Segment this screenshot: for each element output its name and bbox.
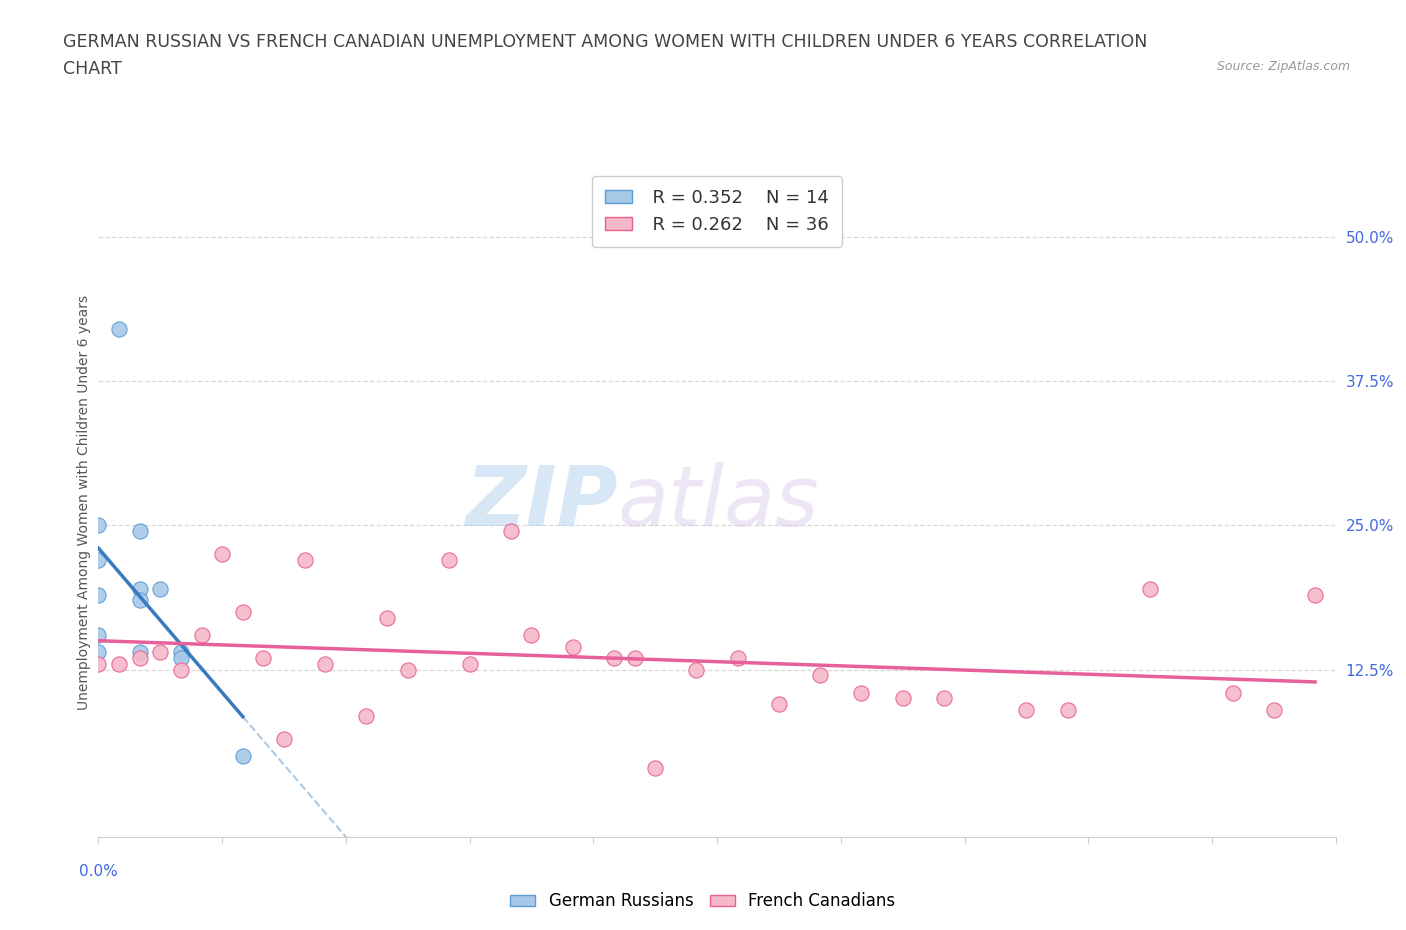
Point xyxy=(623,651,645,666)
Point xyxy=(932,691,955,706)
Point xyxy=(499,524,522,538)
Text: GERMAN RUSSIAN VS FRENCH CANADIAN UNEMPLOYMENT AMONG WOMEN WITH CHILDREN UNDER 6: GERMAN RUSSIAN VS FRENCH CANADIAN UNEMPL… xyxy=(63,33,1147,50)
Point xyxy=(128,581,150,596)
Point xyxy=(808,668,831,683)
Point xyxy=(314,657,336,671)
Point xyxy=(252,651,274,666)
Point xyxy=(396,662,419,677)
Point xyxy=(211,547,233,562)
Point xyxy=(87,628,110,643)
Point xyxy=(87,644,110,659)
Point xyxy=(1015,702,1038,717)
Point xyxy=(727,651,749,666)
Point xyxy=(87,552,110,567)
Point xyxy=(232,604,254,619)
Point xyxy=(1056,702,1078,717)
Text: 0.0%: 0.0% xyxy=(79,864,118,879)
Point xyxy=(87,657,110,671)
Point xyxy=(891,691,914,706)
Text: ZIP: ZIP xyxy=(465,461,619,543)
Point xyxy=(170,662,193,677)
Point xyxy=(108,322,131,337)
Point xyxy=(128,651,150,666)
Legend:   R = 0.352    N = 14,   R = 0.262    N = 36: R = 0.352 N = 14, R = 0.262 N = 36 xyxy=(592,177,842,246)
Point xyxy=(190,628,212,643)
Point xyxy=(128,593,150,608)
Point xyxy=(768,697,790,711)
Point xyxy=(1222,685,1244,700)
Point xyxy=(149,644,172,659)
Point xyxy=(851,685,873,700)
Point xyxy=(170,644,193,659)
Point xyxy=(437,552,460,567)
Point xyxy=(1139,581,1161,596)
Point xyxy=(1303,587,1326,602)
Text: CHART: CHART xyxy=(63,60,122,78)
Point xyxy=(603,651,626,666)
Y-axis label: Unemployment Among Women with Children Under 6 years: Unemployment Among Women with Children U… xyxy=(77,295,91,710)
Point xyxy=(87,587,110,602)
Point xyxy=(149,581,172,596)
Point xyxy=(108,657,131,671)
Point xyxy=(561,639,583,654)
Point xyxy=(458,657,481,671)
Point xyxy=(128,644,150,659)
Point xyxy=(520,628,543,643)
Legend: German Russians, French Canadians: German Russians, French Canadians xyxy=(503,885,903,917)
Point xyxy=(128,524,150,538)
Point xyxy=(87,518,110,533)
Point xyxy=(644,761,666,776)
Text: Source: ZipAtlas.com: Source: ZipAtlas.com xyxy=(1216,60,1350,73)
Point xyxy=(685,662,707,677)
Point xyxy=(273,731,295,746)
Point xyxy=(356,709,378,724)
Point xyxy=(170,651,193,666)
Point xyxy=(1263,702,1285,717)
Point xyxy=(375,610,398,625)
Point xyxy=(294,552,316,567)
Point xyxy=(232,749,254,764)
Text: atlas: atlas xyxy=(619,461,820,543)
